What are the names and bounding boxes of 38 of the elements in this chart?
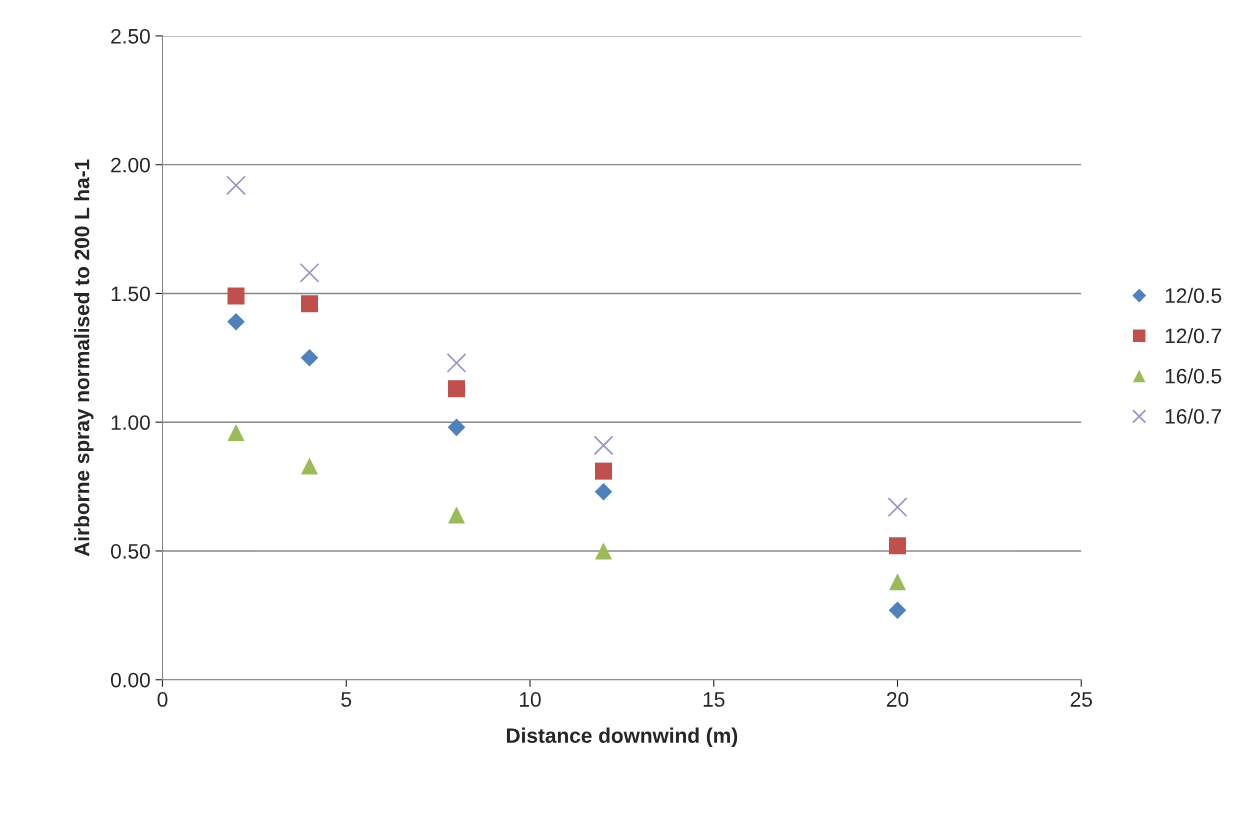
legend-label: 12/0.5	[1165, 287, 1222, 304]
x-tick-label: 15	[703, 692, 725, 707]
point	[300, 349, 319, 367]
y-tick-label: 1.00	[111, 415, 150, 430]
point	[888, 573, 907, 591]
point	[299, 262, 320, 283]
point	[594, 482, 613, 501]
point	[226, 175, 246, 196]
point	[446, 353, 467, 373]
point	[300, 457, 319, 475]
y-tick-label: 1.50	[111, 286, 150, 302]
point	[888, 601, 907, 619]
y-tick-label: 0.00	[110, 672, 150, 688]
x-tick-label: 10	[520, 692, 541, 707]
x-tick-label: 20	[886, 692, 909, 707]
x-tick-label: 25	[1070, 692, 1092, 707]
point	[227, 287, 245, 305]
legend-label: 16/0.7	[1165, 408, 1222, 424]
x-tick-label: 5	[341, 692, 352, 707]
x-tick-label: 0	[157, 692, 168, 707]
point	[447, 506, 466, 524]
x-axis-title: Distance downwind (m)	[506, 727, 738, 748]
point	[888, 537, 907, 555]
y-axis-title: Airborne spray normalised to 200 L ha-1	[74, 159, 94, 557]
point	[447, 380, 466, 398]
legend-label: 16/0.5	[1165, 368, 1222, 384]
point	[887, 497, 908, 518]
point	[594, 462, 613, 480]
point	[227, 312, 245, 331]
point	[227, 423, 245, 441]
point	[594, 542, 613, 560]
point	[447, 418, 466, 437]
y-tick-label: 2.50	[111, 28, 150, 44]
legend-label: 12/0.7	[1165, 327, 1222, 344]
y-tick-label: 2.00	[111, 157, 150, 173]
point	[593, 435, 614, 456]
point	[300, 295, 319, 313]
y-tick-label: 0.50	[110, 543, 150, 559]
